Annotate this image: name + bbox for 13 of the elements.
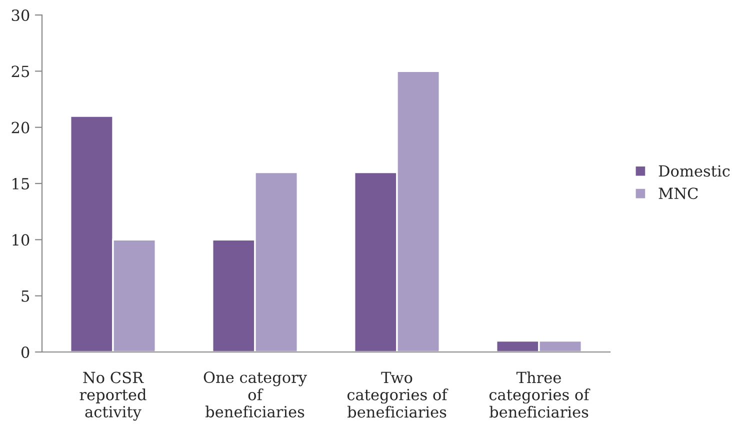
y-tick-label: 20 [12,122,30,134]
y-tick-label: 10 [12,234,30,246]
x-tick-label: Three categories of beneficiaries [489,371,590,418]
y-tick-label: 25 [12,66,30,78]
x-tick-label: No CSR reported activity [80,372,146,421]
y-tick-label: 5 [22,290,30,302]
y-tick-label: 30 [12,9,30,22]
legend-label: MNC [658,188,698,200]
x-tick-label: Two categories of beneficiaries [347,372,448,418]
x-tick-label: One category of beneficiaries [204,371,307,418]
y-tick-label: 15 [12,178,30,190]
y-tick-label: 0 [21,346,30,358]
legend-label: Domestic [658,165,730,177]
